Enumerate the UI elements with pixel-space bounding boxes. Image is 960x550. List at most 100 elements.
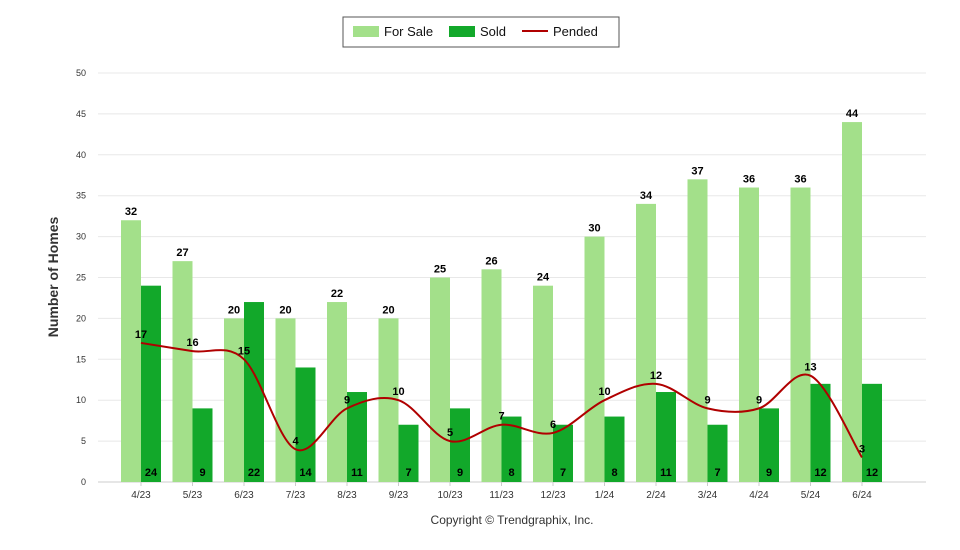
bar-sold — [501, 416, 522, 482]
bar-sold — [862, 383, 882, 482]
y-tick-label: 35 — [76, 191, 86, 201]
bar-for-sale — [636, 203, 656, 482]
sold-value-label: 7 — [560, 467, 566, 479]
sold-value-label: 8 — [508, 467, 514, 479]
bar-for-sale — [790, 187, 811, 482]
for-sale-value-label: 20 — [382, 304, 394, 316]
sold-value-label: 9 — [199, 467, 205, 479]
sold-value-label: 9 — [766, 467, 772, 479]
bar-sold — [810, 383, 831, 482]
sold-value-label: 12 — [814, 467, 826, 479]
y-tick-label: 45 — [76, 109, 86, 119]
bar-for-sale — [687, 179, 708, 482]
pended-line-path — [140, 341, 863, 458]
legend-label-sold: Sold — [480, 24, 506, 39]
for-sale-value-label: 30 — [588, 223, 600, 235]
bar-sold — [192, 408, 213, 482]
pended-value-label: 9 — [756, 394, 762, 406]
for-sale-value-label: 36 — [743, 174, 755, 186]
bar-sold — [398, 424, 419, 482]
sold-value-label: 8 — [611, 467, 617, 479]
y-tick-label: 40 — [76, 150, 86, 160]
pended-value-label: 6 — [550, 419, 556, 431]
legend-label-pended: Pended — [553, 24, 598, 39]
y-tick-label: 5 — [81, 436, 86, 446]
for-sale-value-label: 37 — [691, 165, 703, 177]
pended-value-label: 12 — [650, 370, 662, 382]
bar-sold — [656, 392, 676, 482]
sold-value-label: 14 — [299, 467, 312, 479]
sold-value-label: 7 — [405, 467, 411, 479]
for-sale-value-label: 20 — [228, 304, 240, 316]
y-tick-label: 30 — [76, 232, 86, 242]
bar-for-sale — [172, 261, 193, 482]
bar-sold — [244, 302, 264, 482]
legend-swatch-sold — [449, 26, 475, 37]
y-tick-label: 25 — [76, 273, 86, 283]
sold-value-label: 22 — [248, 467, 260, 479]
x-tick-label: 1/24 — [595, 490, 615, 501]
bar-for-sale — [224, 318, 244, 482]
sold-value-label: 11 — [660, 467, 672, 479]
bar-sold — [450, 408, 470, 482]
data-labels: 3224279202220142211207259268247308341137… — [125, 108, 878, 479]
x-tick-label: 3/24 — [698, 490, 718, 501]
pended-value-label: 9 — [344, 394, 350, 406]
legend-box — [342, 16, 620, 48]
pended-line — [140, 341, 863, 458]
y-tick-label: 20 — [76, 313, 86, 323]
pended-value-label: 10 — [598, 386, 610, 398]
y-tick-label: 15 — [76, 354, 86, 364]
for-sale-value-label: 20 — [279, 304, 291, 316]
bar-for-sale — [584, 236, 605, 482]
x-tick-label: 10/23 — [437, 490, 462, 501]
sold-value-label: 7 — [714, 467, 720, 479]
x-tick-label: 5/23 — [183, 490, 203, 501]
y-tick-label: 0 — [81, 477, 86, 487]
bar-sold — [707, 424, 728, 482]
x-tick-label: 11/23 — [489, 490, 514, 501]
pended-value-label: 13 — [804, 362, 816, 374]
y-axis-ticks: 0 5 10 15 20 25 30 35 40 45 50 — [76, 68, 86, 487]
bar-for-sale — [327, 302, 347, 482]
legend-label-for-sale: For Sale — [384, 24, 433, 39]
x-tick-label: 2/24 — [646, 490, 666, 501]
x-tick-label: 6/24 — [852, 490, 872, 501]
bar-sold — [141, 285, 161, 482]
y-tick-label: 10 — [76, 395, 86, 405]
bar-for-sale — [378, 318, 399, 482]
for-sale-value-label: 36 — [794, 174, 806, 186]
x-tick-label: 8/23 — [337, 490, 357, 501]
for-sale-value-label: 27 — [176, 247, 188, 259]
for-sale-value-label: 22 — [331, 288, 343, 300]
pended-value-label: 3 — [859, 443, 865, 455]
y-axis-label: Number of Homes — [45, 217, 61, 338]
x-axis-ticks: 4/23 5/23 6/23 7/23 8/23 9/23 10/23 11/23 12/23 1… — [131, 482, 872, 501]
sold-value-label: 9 — [457, 467, 463, 479]
copyright-footer: Copyright © Trendgraphix, Inc. — [431, 513, 594, 527]
bar-sold — [347, 392, 367, 482]
legend-swatch-for-sale — [353, 26, 379, 37]
legend: For Sale Sold Pended — [342, 16, 620, 48]
pended-value-label: 16 — [186, 337, 198, 349]
for-sale-value-label: 25 — [434, 264, 446, 276]
x-tick-label: 12/23 — [540, 490, 565, 501]
pended-value-label: 4 — [292, 435, 299, 447]
pended-value-label: 10 — [392, 386, 404, 398]
pended-value-label: 5 — [447, 427, 453, 439]
bar-for-sale — [121, 220, 141, 483]
pended-value-label: 17 — [135, 329, 147, 341]
for-sale-value-label: 24 — [537, 272, 550, 284]
bar-for-sale — [275, 318, 296, 482]
sold-value-label: 12 — [866, 467, 878, 479]
bar-for-sale — [739, 187, 759, 482]
for-sale-value-label: 32 — [125, 206, 137, 218]
bar-sold — [295, 367, 316, 482]
x-tick-label: 7/23 — [286, 490, 306, 501]
for-sale-value-label: 44 — [846, 108, 859, 120]
y-tick-label: 50 — [76, 68, 86, 78]
bar-for-sale — [481, 269, 502, 482]
bar-for-sale — [842, 122, 862, 482]
x-tick-label: 6/23 — [234, 490, 254, 501]
